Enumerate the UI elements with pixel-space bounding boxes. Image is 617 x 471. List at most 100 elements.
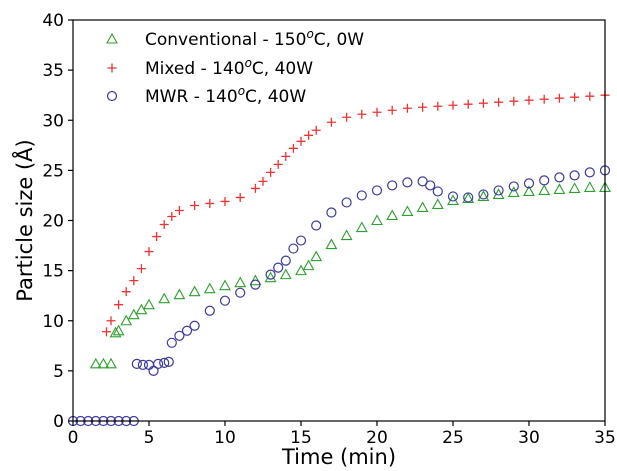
data-point	[463, 192, 474, 203]
legend-item: MWR - 140oC, 40W	[106, 84, 306, 107]
data-point	[295, 235, 307, 246]
data-point	[325, 238, 338, 250]
data-point	[478, 189, 489, 200]
data-point	[220, 196, 230, 206]
data-point	[190, 200, 200, 210]
data-point	[355, 221, 368, 233]
data-point	[105, 357, 117, 369]
data-point	[189, 320, 200, 331]
data-point	[114, 300, 124, 310]
data-point	[342, 112, 352, 122]
data-point	[264, 271, 277, 283]
data-point	[281, 151, 291, 161]
x-tick-label: 15	[290, 428, 312, 448]
data-point	[219, 295, 231, 306]
data-point	[357, 109, 367, 119]
data-point	[174, 330, 185, 341]
data-point	[101, 327, 111, 337]
data-point	[235, 192, 245, 202]
legend-degree: o	[238, 84, 245, 98]
legend-label: Conventional - 150oC, 0W	[145, 27, 364, 50]
data-point	[167, 211, 177, 221]
data-point	[143, 298, 155, 310]
legend-marker	[106, 90, 118, 102]
data-point	[509, 96, 519, 106]
data-point	[310, 250, 323, 262]
x-tick-label: 30	[518, 428, 540, 448]
legend-label-unit: C, 40W	[252, 59, 313, 79]
data-point	[258, 176, 268, 186]
data-point	[494, 97, 504, 107]
y-tick-label: 10	[42, 312, 64, 332]
x-tick-label: 25	[442, 428, 464, 448]
data-point	[266, 167, 276, 177]
data-point	[416, 201, 429, 213]
data-point	[386, 209, 399, 221]
data-point	[234, 276, 247, 288]
data-point	[326, 207, 337, 218]
data-point	[106, 316, 116, 326]
legend-label-main: MWR - 140	[145, 87, 238, 107]
data-point	[524, 95, 534, 105]
legend-item: Mixed - 140oC, 40W	[107, 56, 313, 79]
data-point	[568, 182, 581, 193]
data-point	[131, 358, 142, 369]
x-tick-label: 0	[68, 428, 79, 448]
data-point	[89, 357, 102, 369]
data-point	[166, 337, 177, 348]
data-point	[280, 255, 291, 266]
data-point	[493, 185, 504, 196]
data-point	[523, 185, 535, 196]
y-tick-label: 30	[42, 111, 64, 131]
legend-label: Mixed - 140oC, 40W	[145, 56, 313, 79]
legend-label-main: Mixed - 140	[145, 59, 245, 79]
y-tick-label: 20	[42, 212, 64, 232]
data-point	[148, 365, 159, 376]
y-tick-label: 35	[42, 61, 64, 81]
data-point	[418, 102, 428, 112]
legend-label-main: Conventional - 150	[145, 30, 306, 50]
data-point	[153, 358, 164, 369]
series-1	[101, 90, 610, 337]
data-point	[448, 100, 458, 110]
data-point	[326, 117, 336, 127]
series-2	[67, 165, 611, 427]
legend-marker	[107, 63, 117, 73]
data-point	[387, 180, 398, 191]
legend-label-unit: C, 40W	[245, 87, 306, 107]
data-point	[401, 205, 414, 217]
data-point	[273, 159, 283, 169]
data-point	[508, 181, 519, 192]
data-point	[311, 125, 321, 135]
data-point	[288, 243, 299, 254]
data-point	[583, 181, 596, 192]
legend-label-unit: C, 0W	[314, 30, 364, 50]
y-tick-label: 15	[42, 262, 64, 282]
plot-area	[67, 90, 611, 427]
data-point	[539, 175, 550, 186]
data-point	[387, 105, 397, 115]
data-point	[425, 180, 436, 191]
x-axis: 0 5 10 15 20 25 30 35	[68, 421, 616, 448]
data-point	[477, 190, 490, 201]
legend-item: Conventional - 150oC, 0W	[106, 27, 364, 50]
data-point	[181, 325, 193, 336]
data-point	[371, 185, 383, 196]
data-point	[288, 143, 298, 153]
data-point	[478, 98, 488, 108]
data-point	[188, 285, 201, 297]
data-point	[570, 92, 580, 102]
data-point	[205, 198, 215, 208]
x-tick-label: 10	[214, 428, 236, 448]
data-point	[402, 103, 412, 113]
data-point	[109, 326, 122, 338]
x-tick-label: 5	[144, 428, 155, 448]
x-tick-label: 35	[594, 428, 616, 448]
data-point	[554, 172, 565, 183]
data-point	[553, 183, 566, 194]
data-point	[265, 269, 276, 280]
data-point	[173, 288, 186, 300]
data-point	[402, 177, 413, 188]
